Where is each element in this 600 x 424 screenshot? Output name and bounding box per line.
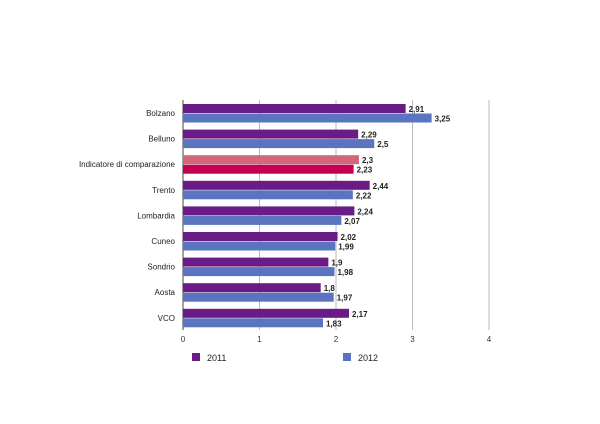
category-label: Cuneo (151, 237, 175, 246)
bar-2012 (183, 292, 334, 302)
data-label: 2,44 (373, 182, 389, 191)
bar-2012 (183, 318, 323, 328)
data-label: 2,17 (352, 310, 368, 319)
bar-2012 (183, 113, 432, 123)
x-tick-label: 1 (257, 335, 262, 344)
legend-label: 2012 (358, 353, 378, 363)
bar-2011 (183, 129, 359, 139)
bar-2011 (183, 155, 359, 165)
data-label: 2,24 (357, 207, 373, 216)
category-label: Aosta (155, 288, 176, 297)
bar-2012 (183, 139, 375, 149)
x-tick-label: 4 (487, 335, 492, 344)
category-label: Sondrio (147, 263, 175, 272)
x-tick-label: 3 (410, 335, 415, 344)
data-label: 2,5 (377, 140, 389, 149)
category-label: Bolzano (146, 109, 175, 118)
data-label: 1,8 (324, 284, 336, 293)
data-label: 1,9 (331, 259, 343, 268)
data-label: 1,98 (337, 268, 353, 277)
category-label: Belluno (148, 135, 175, 144)
x-tick-label: 0 (181, 335, 186, 344)
bar-2011 (183, 283, 321, 293)
data-label: 3,25 (435, 115, 451, 124)
bar-2011 (183, 104, 406, 113)
bar-2012 (183, 215, 342, 225)
data-label: 2,07 (344, 217, 360, 226)
data-label: 2,29 (361, 131, 377, 140)
category-label: VCO (158, 314, 175, 323)
x-tick-label: 2 (334, 335, 339, 344)
bar-2012 (183, 190, 353, 200)
data-label: 2,22 (356, 191, 372, 200)
bar-2012 (183, 164, 354, 174)
legend-label: 2011 (207, 353, 226, 363)
bar-2012 (183, 267, 335, 277)
legend-swatch-2012 (343, 353, 351, 361)
data-label: 1,97 (337, 294, 353, 303)
data-label: 1,99 (338, 243, 354, 252)
data-label: 2,3 (362, 156, 374, 165)
bar-2011 (183, 257, 329, 267)
data-label: 2,23 (357, 166, 373, 175)
category-label: Trento (152, 186, 175, 195)
legend-swatch-2011 (192, 353, 200, 361)
bar-2011 (183, 206, 355, 216)
data-label: 1,83 (326, 319, 342, 328)
category-label: Lombardia (137, 211, 175, 220)
bar-2012 (183, 241, 336, 251)
bar-2011 (183, 308, 350, 318)
bar-2011 (183, 232, 338, 241)
data-label: 2,02 (341, 233, 357, 242)
data-label: 2,91 (409, 105, 425, 114)
bar-2011 (183, 180, 370, 190)
category-label: Indicatore di comparazione (79, 160, 176, 169)
